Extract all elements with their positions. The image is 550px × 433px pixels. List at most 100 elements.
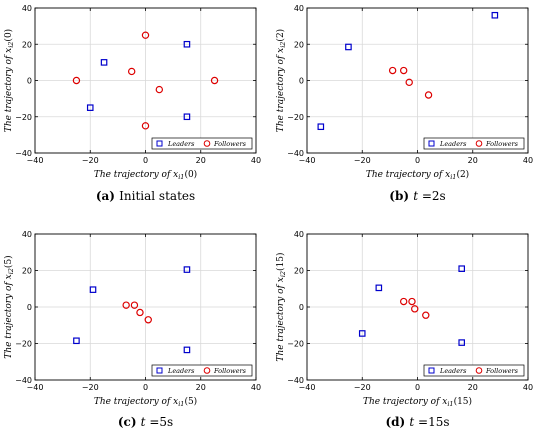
- legend-follower-label: Followers: [213, 367, 247, 375]
- leader-point: [491, 11, 499, 19]
- y-tick-label: −40: [287, 376, 304, 385]
- y-tick-label: 20: [294, 40, 304, 49]
- follower-point: [141, 31, 150, 39]
- follower-point: [411, 305, 419, 313]
- x-tick-label: 0: [415, 383, 420, 392]
- chart-panel-b: −40 −20 0 20 40 −40 −20 0 20 40 Leaders Followers Th…: [275, 4, 533, 203]
- legend-box: [151, 364, 253, 377]
- y-axis-label: The trajectory of xi2(15): [275, 252, 287, 361]
- follower-point: [155, 85, 164, 94]
- follower-point: [122, 301, 130, 309]
- x-tick-label: 20: [468, 156, 478, 165]
- x-axis-label: The trajectory of xi1(0): [94, 169, 197, 181]
- x-tick-label: −20: [82, 156, 99, 165]
- follower-point: [408, 297, 416, 306]
- leader-point: [458, 339, 466, 346]
- y-tick-label: 40: [294, 230, 304, 239]
- legend-leader-marker: [428, 140, 435, 147]
- leader-point: [86, 104, 94, 111]
- leader-point: [183, 113, 191, 121]
- leader-point: [183, 346, 191, 354]
- follower-point: [405, 78, 413, 87]
- x-tick-label: −20: [354, 156, 371, 165]
- x-tick-label: 0: [143, 156, 148, 165]
- follower-point: [72, 76, 81, 85]
- y-tick-label: 20: [294, 267, 304, 276]
- follower-point: [141, 122, 150, 130]
- y-tick-label: −40: [15, 376, 32, 385]
- leader-point: [375, 284, 383, 292]
- follower-point: [144, 316, 152, 324]
- y-tick-label: 0: [27, 77, 32, 86]
- y-tick-label: −20: [287, 113, 304, 122]
- legend-follower-marker: [203, 140, 211, 147]
- legend-leader-label: Leaders: [167, 367, 195, 375]
- follower-point: [399, 66, 408, 75]
- x-tick-label: 20: [196, 383, 206, 392]
- panel-caption: (b) t =2s: [389, 189, 445, 203]
- follower-point: [422, 311, 430, 319]
- x-tick-label: 20: [468, 383, 478, 392]
- panel-caption: (a) Initial states: [96, 189, 195, 203]
- leader-point: [183, 266, 191, 273]
- y-tick-label: 20: [22, 40, 32, 49]
- legend: Leaders Followers: [423, 364, 525, 377]
- leader-point: [100, 59, 108, 66]
- y-tick-label: 0: [299, 77, 304, 86]
- legend-box: [423, 137, 525, 150]
- y-tick-label: 40: [294, 4, 304, 13]
- legend-follower-label: Followers: [485, 140, 519, 148]
- legend-leader-label: Leaders: [167, 140, 195, 148]
- follower-point: [399, 297, 408, 306]
- y-tick-label: 20: [22, 267, 32, 276]
- y-tick-label: −40: [287, 149, 304, 158]
- legend-leader-marker: [156, 140, 163, 147]
- leader-point: [73, 337, 80, 345]
- y-tick-label: 40: [22, 4, 32, 13]
- chart-panel-c: −40 −20 0 20 40 −40 −20 0 20 40 Leaders Followers Th…: [3, 230, 261, 429]
- leader-point: [358, 330, 366, 337]
- x-tick-label: −20: [354, 383, 371, 392]
- legend-leader-marker: [428, 367, 435, 374]
- x-axis-label: The trajectory of xi1(15): [363, 396, 472, 408]
- x-tick-label: 20: [196, 156, 206, 165]
- x-tick-label: 40: [523, 156, 533, 165]
- leader-point: [317, 123, 325, 131]
- y-axis-label: The trajectory of xi2(5): [3, 255, 15, 358]
- leader-point: [345, 43, 352, 51]
- x-tick-label: −40: [299, 383, 316, 392]
- x-tick-label: 40: [251, 383, 261, 392]
- y-axis-label: The trajectory of xi2(0): [3, 29, 15, 132]
- x-tick-label: −40: [299, 156, 316, 165]
- y-tick-label: 0: [299, 303, 304, 312]
- y-tick-label: 40: [22, 230, 32, 239]
- legend-follower-marker: [203, 367, 211, 374]
- y-tick-label: 0: [27, 303, 32, 312]
- legend-leader-marker: [156, 367, 163, 374]
- legend-leader-label: Leaders: [439, 367, 467, 375]
- x-tick-label: −40: [27, 156, 44, 165]
- y-tick-label: −20: [15, 113, 32, 122]
- legend: Leaders Followers: [151, 364, 253, 377]
- y-axis-label: The trajectory of xi2(2): [275, 29, 287, 132]
- y-tick-label: −20: [287, 340, 304, 349]
- legend-box: [423, 364, 525, 377]
- chart-panel-d: −40 −20 0 20 40 −40 −20 0 20 40 Leaders Followers Th…: [275, 230, 533, 429]
- panel-caption: (c) t =5s: [118, 415, 173, 429]
- leader-point: [89, 286, 97, 293]
- y-tick-label: −40: [15, 149, 32, 158]
- x-tick-label: −40: [27, 383, 44, 392]
- y-tick-label: −20: [15, 340, 32, 349]
- legend-follower-marker: [475, 140, 483, 147]
- follower-point: [388, 66, 397, 75]
- follower-point: [136, 308, 144, 317]
- x-tick-label: 40: [251, 156, 261, 165]
- legend: Leaders Followers: [423, 137, 525, 150]
- follower-point: [424, 91, 433, 99]
- x-tick-label: 40: [523, 383, 533, 392]
- x-axis-label: The trajectory of xi1(2): [366, 169, 469, 181]
- legend-leader-label: Leaders: [439, 140, 467, 148]
- legend: Leaders Followers: [151, 137, 253, 150]
- follower-point: [130, 301, 139, 309]
